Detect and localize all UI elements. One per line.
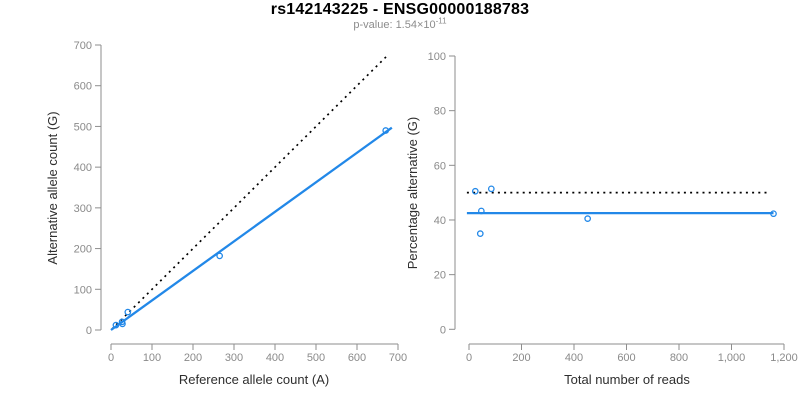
y-tick-label: 100	[74, 284, 92, 296]
y-tick-label: 0	[440, 324, 446, 336]
page-title: rs142143225 - ENSG00000188783	[270, 1, 530, 18]
right-plot-percentage: 0 20 40 60 80 100 0 200 400 600 800 1,000 1,200	[428, 51, 798, 364]
y-tick-label: 0	[86, 325, 92, 337]
x-tick-label: 700	[389, 352, 407, 364]
y-tick-label: 300	[74, 203, 92, 215]
y-tick-label: 200	[74, 244, 92, 256]
x-tick-label: 0	[108, 352, 114, 364]
p-value-text: p-value: 1.54×10	[353, 19, 436, 31]
y-tick-label: 500	[74, 121, 92, 133]
data-point	[487, 185, 495, 193]
y-tick-label: 80	[434, 106, 446, 118]
x-tick-label: 300	[225, 352, 243, 364]
data-point	[584, 215, 592, 222]
p-value-exponent: -11	[435, 16, 447, 26]
data-point	[382, 127, 390, 134]
data-point	[476, 230, 484, 237]
right-y-axis-label: Percentage alternative (G)	[405, 117, 420, 269]
x-tick-label: 200	[184, 352, 202, 364]
x-tick-label: 0	[466, 352, 472, 364]
data-point	[477, 207, 485, 215]
p-value-subtitle: p-value: 1.54×10-11	[0, 16, 800, 31]
data-point	[124, 308, 132, 316]
x-tick-label: 1,200	[770, 352, 798, 364]
x-tick-label: 400	[565, 352, 583, 364]
y-tick-label: 40	[434, 215, 446, 227]
data-point	[112, 321, 120, 329]
x-tick-label: 600	[348, 352, 366, 364]
x-tick-label: 400	[266, 352, 284, 364]
right-x-axis-label: Total number of reads	[564, 372, 690, 387]
y-tick-label: 100	[428, 51, 446, 63]
left-plot-allele-counts: 0 100 200 300 400 500 600 700 0 100 200 300 400 500 60…	[74, 40, 408, 364]
fit-line	[110, 126, 393, 331]
data-point	[471, 187, 479, 195]
left-y-axis-label: Alternative allele count (G)	[45, 111, 60, 264]
x-tick-label: 100	[143, 352, 161, 364]
x-tick-label: 200	[512, 352, 530, 364]
left-x-axis-label: Reference allele count (A)	[179, 372, 329, 387]
y-tick-label: 20	[434, 270, 446, 282]
data-point	[119, 320, 126, 328]
x-tick-label: 800	[670, 352, 688, 364]
y-tick-label: 60	[434, 160, 446, 172]
x-tick-label: 1,000	[718, 352, 746, 364]
y-tick-label: 600	[74, 81, 92, 93]
y-tick-label: 400	[74, 162, 92, 174]
x-tick-label: 600	[617, 352, 635, 364]
x-tick-label: 500	[307, 352, 325, 364]
y-tick-label: 700	[74, 40, 92, 52]
identity-line	[111, 55, 388, 330]
data-point	[216, 252, 223, 260]
data-point	[770, 210, 777, 218]
